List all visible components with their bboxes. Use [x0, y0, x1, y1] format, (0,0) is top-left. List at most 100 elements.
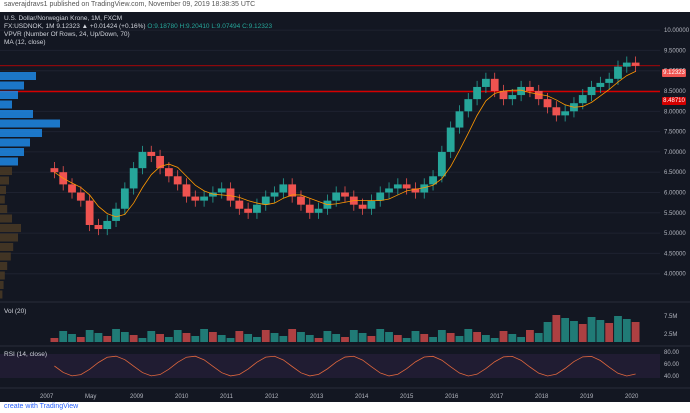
- candle-body: [367, 200, 376, 209]
- volume-bar: [446, 333, 455, 342]
- x-tick-label: 2016: [445, 394, 459, 400]
- vpvr-bar: [0, 290, 3, 299]
- vpvr-bar: [0, 72, 36, 80]
- chart-area[interactable]: 10.000009.500009.000008.500008.000007.50…: [0, 12, 690, 402]
- volume-bar: [94, 333, 103, 342]
- volume-bar: [288, 329, 297, 342]
- x-tick-label: 2015: [400, 394, 414, 400]
- candle-body: [76, 192, 85, 201]
- volume-label[interactable]: Vol (20): [4, 308, 27, 315]
- volume-bar: [570, 321, 578, 342]
- candle-body: [358, 204, 367, 209]
- candle-body: [253, 204, 261, 213]
- vpvr-bar: [0, 138, 30, 147]
- candle-body: [191, 196, 200, 201]
- volume-bar: [68, 334, 76, 342]
- candle-body: [85, 200, 94, 225]
- candle-body: [561, 111, 570, 116]
- volume-bar: [85, 330, 94, 342]
- tradingview-logo[interactable]: create with TradingView: [4, 403, 79, 410]
- candle-body: [578, 95, 587, 104]
- x-tick-label: 2013: [310, 394, 324, 400]
- volume-bar: [464, 329, 473, 342]
- y-tick-label: 5.00000: [664, 231, 686, 237]
- candle-body: [314, 208, 323, 213]
- y-tick-label: 6.00000: [664, 191, 686, 197]
- chart-svg[interactable]: 10.000009.500009.000008.500008.000007.50…: [0, 12, 690, 402]
- vpvr-bar: [0, 233, 18, 242]
- candle-body: [156, 155, 164, 169]
- candle-body: [332, 192, 341, 201]
- volume-bar: [349, 330, 358, 342]
- volume-bar: [76, 337, 85, 342]
- volume-bar: [526, 330, 534, 342]
- volume-bar: [517, 337, 526, 342]
- ohlc-prefix: FX:USDNOK, 1M 9.12323 ▲ +0.01424 (+0.16%…: [4, 23, 146, 30]
- volume-bar: [411, 331, 420, 342]
- vpvr-bar: [0, 176, 9, 185]
- x-tick-label: May: [85, 394, 96, 400]
- volume-bar: [508, 334, 517, 342]
- x-tick-label: 2012: [265, 394, 279, 400]
- volume-bar: [261, 330, 270, 342]
- volume-bar: [209, 332, 217, 342]
- candle-body: [517, 86, 526, 96]
- candle-body: [631, 62, 640, 66]
- y-tick-label: 4.50000: [664, 251, 686, 257]
- volume-bar: [596, 320, 605, 342]
- publish-header: saverajdravs1 published on TradingView.c…: [0, 0, 690, 12]
- x-tick-label: 2011: [220, 394, 234, 400]
- ohlc-low: L:9.07494: [211, 23, 241, 30]
- candle-body: [393, 184, 402, 189]
- y-tick-label: 7.50000: [664, 130, 686, 136]
- volume-bar: [182, 333, 191, 342]
- volume-bar: [270, 333, 279, 342]
- y-tick-label: 7.00000: [664, 150, 686, 156]
- rsi-tick-label: 40.00: [664, 374, 680, 380]
- candle-body: [305, 204, 314, 213]
- candle-body: [437, 151, 446, 177]
- volume-bar: [59, 331, 68, 342]
- candle-body: [279, 184, 288, 193]
- vpvr-bar: [0, 214, 12, 223]
- rsi-line: [54, 355, 636, 377]
- candle-body: [614, 66, 622, 79]
- volume-bar: [376, 329, 385, 342]
- ohlc-open: O:9.18780: [147, 23, 178, 30]
- vpvr-bar: [0, 100, 12, 109]
- candle-body: [596, 82, 605, 87]
- volume-bar: [631, 322, 640, 342]
- x-tick-label: 2014: [355, 394, 369, 400]
- candle-body: [543, 99, 552, 108]
- indicator-vpvr[interactable]: VPVR (Number Of Rows, 24, Up/Down, 70): [4, 31, 130, 38]
- volume-bar: [120, 332, 129, 342]
- volume-bar: [235, 331, 244, 342]
- candle-body: [68, 184, 76, 193]
- volume-bar: [543, 322, 552, 342]
- vpvr-bar: [0, 157, 18, 166]
- candle-body: [481, 78, 490, 87]
- candle-body: [244, 208, 253, 213]
- y-tick-label: 10.00000: [664, 28, 690, 34]
- x-tick-label: 2020: [625, 394, 639, 400]
- candle-body: [605, 78, 614, 83]
- volume-bar: [200, 329, 209, 342]
- rsi-label[interactable]: RSI (14, close): [4, 351, 47, 358]
- volume-bar: [437, 330, 446, 342]
- volume-bar: [323, 331, 332, 342]
- volume-bar: [129, 335, 138, 342]
- volume-bar: [481, 335, 490, 342]
- candle-body: [297, 196, 305, 205]
- indicator-ma[interactable]: MA (12, close): [4, 39, 46, 46]
- volume-bar: [297, 332, 305, 342]
- x-tick-label: 2017: [490, 394, 504, 400]
- candle-body: [103, 220, 112, 230]
- candle-body: [138, 151, 147, 169]
- volume-bar: [253, 337, 261, 342]
- volume-bar: [358, 333, 367, 342]
- rsi-tick-label: 60.00: [664, 362, 680, 368]
- volume-bar: [605, 323, 614, 342]
- volume-bar: [138, 338, 147, 342]
- candle-body: [120, 188, 129, 209]
- candle-body: [587, 86, 596, 96]
